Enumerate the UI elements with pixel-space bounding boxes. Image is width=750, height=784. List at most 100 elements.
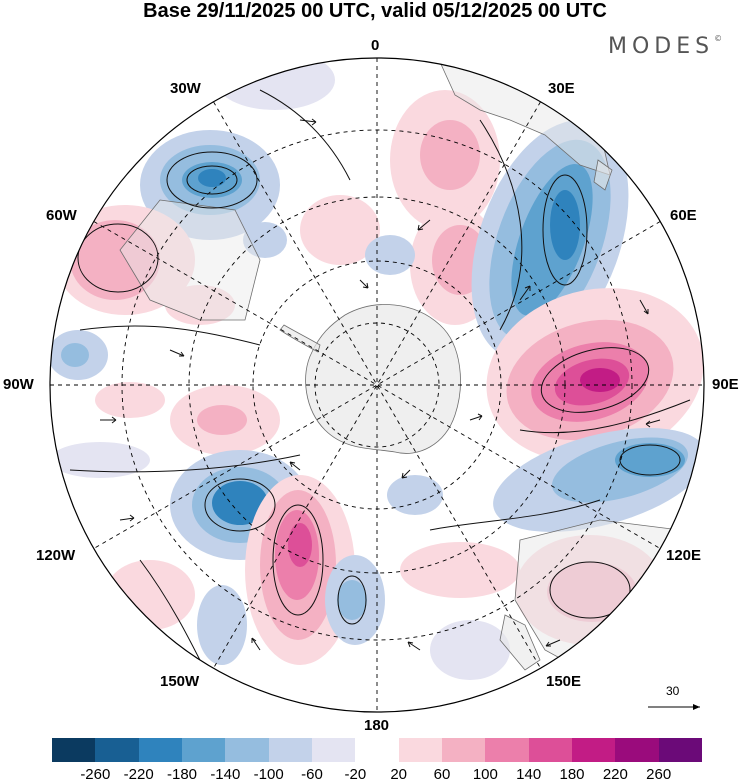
streamline bbox=[186, 165, 238, 195]
streamline bbox=[479, 119, 523, 331]
streamlines bbox=[69, 89, 691, 681]
anomaly-blob bbox=[61, 343, 89, 367]
meridian bbox=[93, 221, 661, 549]
streamline bbox=[519, 399, 691, 434]
label-150w: 150W bbox=[160, 673, 200, 690]
colorbar-swatch bbox=[528, 738, 572, 762]
label-180: 180 bbox=[364, 717, 390, 734]
label-150e: 150E bbox=[546, 673, 582, 690]
anomaly-blob bbox=[365, 235, 415, 275]
colorbar bbox=[52, 738, 702, 762]
anomaly-blob bbox=[387, 475, 443, 515]
anomaly-blob bbox=[615, 443, 685, 477]
anomaly-blob bbox=[197, 585, 247, 665]
wind-arrow bbox=[639, 299, 649, 315]
colorbar-tick-label: -260 bbox=[80, 766, 111, 783]
anomaly-blob bbox=[430, 620, 510, 680]
wind-arrow bbox=[645, 419, 661, 428]
label-0: 0 bbox=[371, 37, 380, 54]
colorbar-swatch bbox=[615, 738, 659, 762]
antarctica bbox=[305, 304, 461, 454]
streamline bbox=[540, 347, 650, 413]
label-60w: 60W bbox=[46, 207, 77, 224]
streamline bbox=[69, 454, 301, 473]
colorbar-tick-label: 180 bbox=[559, 766, 585, 783]
reference-vector-head bbox=[693, 704, 700, 710]
streamline bbox=[337, 575, 367, 625]
reference-vector-label: 30 bbox=[666, 684, 680, 698]
colorbar-swatch bbox=[225, 738, 269, 762]
colorbar-tick-label: 100 bbox=[472, 766, 498, 783]
anomaly-blob bbox=[300, 195, 380, 265]
colorbar-swatch bbox=[95, 738, 139, 762]
anomaly-blob bbox=[105, 560, 195, 630]
anomaly-blob bbox=[197, 405, 247, 435]
wind-arrow bbox=[299, 118, 317, 126]
colorbar-swatch bbox=[138, 738, 182, 762]
colorbar-swatch bbox=[485, 738, 529, 762]
wind-arrow bbox=[119, 514, 135, 522]
colorbar-swatch bbox=[571, 738, 616, 762]
colorbar-swatch bbox=[268, 738, 312, 762]
colorbar-tick-label: 60 bbox=[433, 766, 451, 783]
map-frame bbox=[49, 57, 705, 713]
madagascar bbox=[593, 159, 613, 191]
streamline bbox=[619, 444, 681, 476]
wind-arrow bbox=[545, 639, 561, 647]
streamline bbox=[549, 561, 631, 619]
anomaly-blob bbox=[95, 382, 165, 418]
wind-arrow bbox=[519, 285, 531, 301]
label-30w: 30W bbox=[170, 80, 201, 97]
anomaly-blob bbox=[165, 285, 235, 325]
streamline bbox=[79, 325, 261, 346]
anomaly-blob bbox=[243, 222, 287, 258]
colorbar-tick-label: 140 bbox=[516, 766, 542, 783]
label-90e: 90E bbox=[712, 376, 739, 393]
wind-arrow bbox=[417, 219, 431, 231]
anomaly-blob bbox=[580, 368, 620, 392]
anomaly-blob bbox=[50, 442, 150, 478]
label-60e: 60E bbox=[670, 207, 697, 224]
label-120w: 120W bbox=[36, 547, 76, 564]
streamline bbox=[542, 174, 588, 286]
antarctic-peninsula bbox=[279, 324, 321, 353]
colorbar-tick-label: -140 bbox=[210, 766, 241, 783]
colorbar-tick-label: -20 bbox=[344, 766, 367, 783]
anomaly-blob bbox=[420, 120, 480, 190]
anomaly-blob bbox=[400, 542, 520, 598]
anomaly-blob bbox=[198, 169, 226, 187]
colorbar-swatch bbox=[658, 738, 702, 762]
anomaly-blob bbox=[70, 220, 160, 300]
wind-arrow bbox=[169, 349, 185, 357]
wind-arrow bbox=[469, 413, 483, 421]
wind-arrow bbox=[119, 143, 135, 151]
colorbar-tick-label: 220 bbox=[602, 766, 628, 783]
wind-arrow bbox=[359, 279, 369, 289]
colorbar-swatch bbox=[398, 738, 442, 762]
streamline bbox=[204, 478, 276, 532]
south-america-coast bbox=[119, 199, 261, 321]
label-30e: 30E bbox=[548, 80, 575, 97]
colorbar-swatch bbox=[52, 738, 96, 762]
meridian bbox=[93, 221, 661, 549]
anomaly-blob bbox=[337, 580, 367, 620]
streamline bbox=[272, 504, 324, 616]
anomaly-blob bbox=[288, 523, 312, 567]
anomaly-blob bbox=[215, 58, 335, 110]
colorbar-tick-label: 20 bbox=[390, 766, 407, 783]
colorbar-tick-label: -60 bbox=[301, 766, 323, 783]
colorbar-tick-label: -180 bbox=[166, 766, 198, 783]
colorbar-tick-label: -100 bbox=[253, 766, 284, 783]
colorbar-ticks: -260 -220 -180 -140 -100 -60 -20 20 60 100 140 180 2… bbox=[0, 766, 750, 784]
map-title: Base 29/11/2025 00 UTC, valid 05/12/2025… bbox=[143, 0, 607, 22]
wind-arrow bbox=[407, 641, 421, 651]
anomaly-blob bbox=[212, 481, 268, 525]
colorbar-swatch bbox=[181, 738, 226, 762]
colorbar-swatch bbox=[311, 738, 356, 762]
wind-vectors bbox=[100, 118, 661, 651]
colorbar-swatch bbox=[441, 738, 486, 762]
wind-arrow bbox=[251, 637, 261, 651]
new-zealand bbox=[499, 614, 541, 671]
meridian bbox=[213, 101, 541, 669]
